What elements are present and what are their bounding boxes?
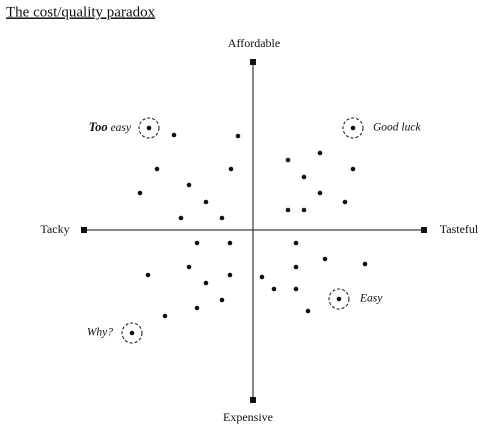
- title: The cost/quality paradox: [6, 4, 156, 20]
- dots: [137, 132, 368, 319]
- dot: [129, 330, 135, 336]
- dot: [259, 274, 265, 280]
- dot: [342, 199, 348, 205]
- dot: [162, 313, 168, 319]
- axis-end: [250, 59, 256, 65]
- axis-label: Tacky: [40, 222, 69, 236]
- dot: [227, 272, 233, 278]
- dot: [317, 190, 323, 196]
- dot: [171, 132, 177, 138]
- dot: [271, 286, 277, 292]
- highlight-ring: [328, 288, 350, 310]
- dot: [322, 256, 328, 262]
- dot: [285, 207, 291, 213]
- axis-label: Affordable: [228, 36, 280, 50]
- annotation: Good luck: [373, 122, 421, 134]
- dot: [293, 240, 299, 246]
- dot: [145, 272, 151, 278]
- dot: [227, 240, 233, 246]
- dot: [203, 199, 209, 205]
- dot: [336, 296, 342, 302]
- dot: [146, 125, 152, 131]
- dot: [235, 133, 241, 139]
- dot: [362, 261, 368, 267]
- annotation: Why?: [87, 327, 113, 339]
- dot: [305, 308, 311, 314]
- dot: [285, 157, 291, 163]
- axis-end: [421, 227, 427, 233]
- dot: [293, 286, 299, 292]
- dot: [228, 166, 234, 172]
- dot: [219, 297, 225, 303]
- axis-end: [81, 227, 87, 233]
- dot: [293, 264, 299, 270]
- dot: [301, 174, 307, 180]
- highlight-ring: [121, 322, 143, 344]
- annotation: Easy: [359, 293, 383, 305]
- dot: [317, 150, 323, 156]
- highlight-ring: [342, 117, 364, 139]
- dot: [301, 207, 307, 213]
- axis-label: Tasteful: [440, 222, 479, 236]
- dot: [219, 215, 225, 221]
- dot: [194, 305, 200, 311]
- dot: [154, 166, 160, 172]
- dot: [350, 125, 356, 131]
- dot: [350, 166, 356, 172]
- dot: [186, 264, 192, 270]
- dot: [137, 190, 143, 196]
- dot: [178, 215, 184, 221]
- dot: [203, 280, 209, 286]
- annotation: Too easy: [89, 120, 132, 134]
- axis-end: [250, 397, 256, 403]
- dot: [186, 182, 192, 188]
- axis-label: Expensive: [223, 410, 273, 424]
- highlight-ring: [138, 117, 160, 139]
- dot: [194, 240, 200, 246]
